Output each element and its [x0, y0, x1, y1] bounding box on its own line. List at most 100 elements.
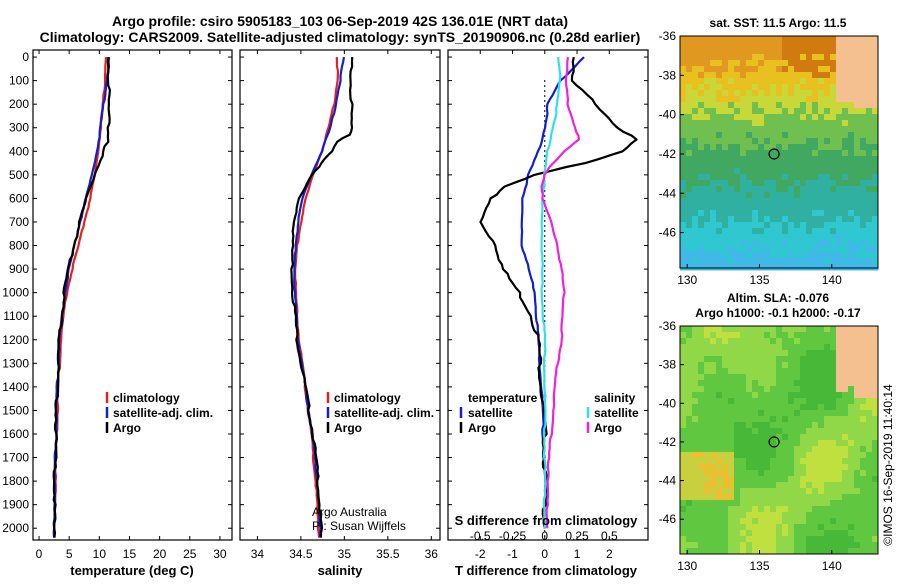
map-cell [716, 518, 723, 525]
map-cell [686, 398, 693, 405]
map-cell [698, 120, 705, 127]
map-cell [686, 36, 693, 43]
map-cell [836, 246, 843, 253]
map-cell [692, 482, 699, 489]
map-cell [746, 234, 753, 241]
map-cell [716, 512, 723, 519]
map-cell [758, 368, 765, 375]
map-cell [836, 344, 843, 351]
map-cell [716, 368, 723, 375]
map-cell [698, 332, 705, 339]
map-cell [806, 114, 813, 121]
map-cell [752, 84, 759, 91]
map-cell [764, 452, 771, 459]
map-cell [794, 422, 801, 429]
map-cell [872, 470, 879, 477]
map-cell [806, 42, 813, 49]
map-cell [722, 488, 729, 495]
x-tick-label: 20 [153, 547, 167, 561]
map-cell [848, 506, 855, 513]
map-cell [722, 530, 729, 537]
map-cell [752, 78, 759, 85]
map-cell [680, 482, 687, 489]
map-cell [710, 132, 717, 139]
map-cell [716, 410, 723, 417]
map-cell [788, 90, 795, 97]
map-cell [710, 536, 717, 543]
map-cell [842, 174, 849, 181]
map-cell [836, 180, 843, 187]
map-cell [800, 428, 807, 435]
map-cell [716, 374, 723, 381]
map-cell [680, 488, 687, 495]
map-cell [848, 162, 855, 169]
map-cell [824, 60, 831, 67]
map-cell [836, 464, 843, 471]
map-cell [806, 368, 813, 375]
map-cell [734, 422, 741, 429]
map-cell [698, 542, 705, 549]
map-cell [680, 506, 687, 513]
map-cell [746, 168, 753, 175]
map-cell [698, 228, 705, 235]
map-cell [860, 138, 867, 145]
map-cell [710, 150, 717, 157]
annotation-pi: PI: Susan Wijffels [312, 519, 406, 533]
map-cell [710, 512, 717, 519]
difference-xlabel: T difference from climatology [455, 563, 638, 578]
map-cell [776, 240, 783, 247]
map-cell [836, 72, 843, 79]
map-cell [830, 518, 837, 525]
map-cell [704, 246, 711, 253]
map-cell [866, 350, 873, 357]
map-cell [770, 96, 777, 103]
map-cell [770, 494, 777, 501]
map-cell [740, 488, 747, 495]
map-cell [680, 54, 687, 61]
map-cell [686, 410, 693, 417]
map-cell [716, 252, 723, 259]
map-cell [794, 258, 801, 265]
map-cell [680, 126, 687, 133]
map-cell [824, 506, 831, 513]
map-cell [800, 48, 807, 55]
map-cell [830, 264, 837, 271]
map-cell [746, 72, 753, 79]
map-cell [872, 228, 879, 235]
map-cell [686, 338, 693, 345]
map-cell [782, 78, 789, 85]
map-cell [776, 102, 783, 109]
map-cell [872, 120, 879, 127]
map-y-tick-label: -46 [659, 512, 677, 526]
map-cell [788, 506, 795, 513]
map-cell [842, 362, 849, 369]
map-cell [698, 192, 705, 199]
map-cell [752, 216, 759, 223]
map-cell [704, 168, 711, 175]
map-cell [752, 156, 759, 163]
map-cell [734, 362, 741, 369]
map-cell [842, 264, 849, 271]
map-cell [788, 380, 795, 387]
salinity-legend: climatology satellite-adj. clim. Argo [326, 391, 434, 435]
map-cell [866, 416, 873, 423]
map-cell [854, 252, 861, 259]
map-cell [734, 78, 741, 85]
map-cell [866, 410, 873, 417]
map-cell [848, 470, 855, 477]
map-cell [692, 476, 699, 483]
map-cell [800, 434, 807, 441]
map-cell [710, 234, 717, 241]
map-cell [830, 228, 837, 235]
map-cell [818, 452, 825, 459]
map-cell [848, 422, 855, 429]
map-cell [848, 416, 855, 423]
map-cell [746, 434, 753, 441]
map-cell [698, 72, 705, 79]
map-cell [722, 416, 729, 423]
map-cell [806, 506, 813, 513]
map-cell [698, 512, 705, 519]
map-cell [692, 42, 699, 49]
map-cell [764, 542, 771, 549]
map-cell [740, 428, 747, 435]
